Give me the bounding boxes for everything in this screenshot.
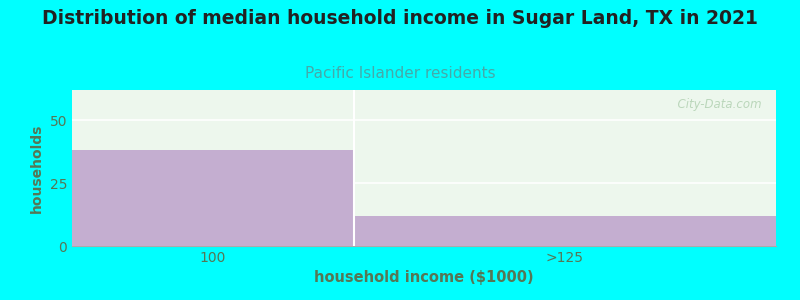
Y-axis label: households: households bbox=[30, 123, 44, 213]
Text: Distribution of median household income in Sugar Land, TX in 2021: Distribution of median household income … bbox=[42, 9, 758, 28]
X-axis label: household income ($1000): household income ($1000) bbox=[314, 270, 534, 285]
Text: Pacific Islander residents: Pacific Islander residents bbox=[305, 66, 495, 81]
Text: City-Data.com: City-Data.com bbox=[670, 98, 762, 111]
Bar bbox=[72, 150, 354, 246]
Bar bbox=[354, 216, 776, 246]
